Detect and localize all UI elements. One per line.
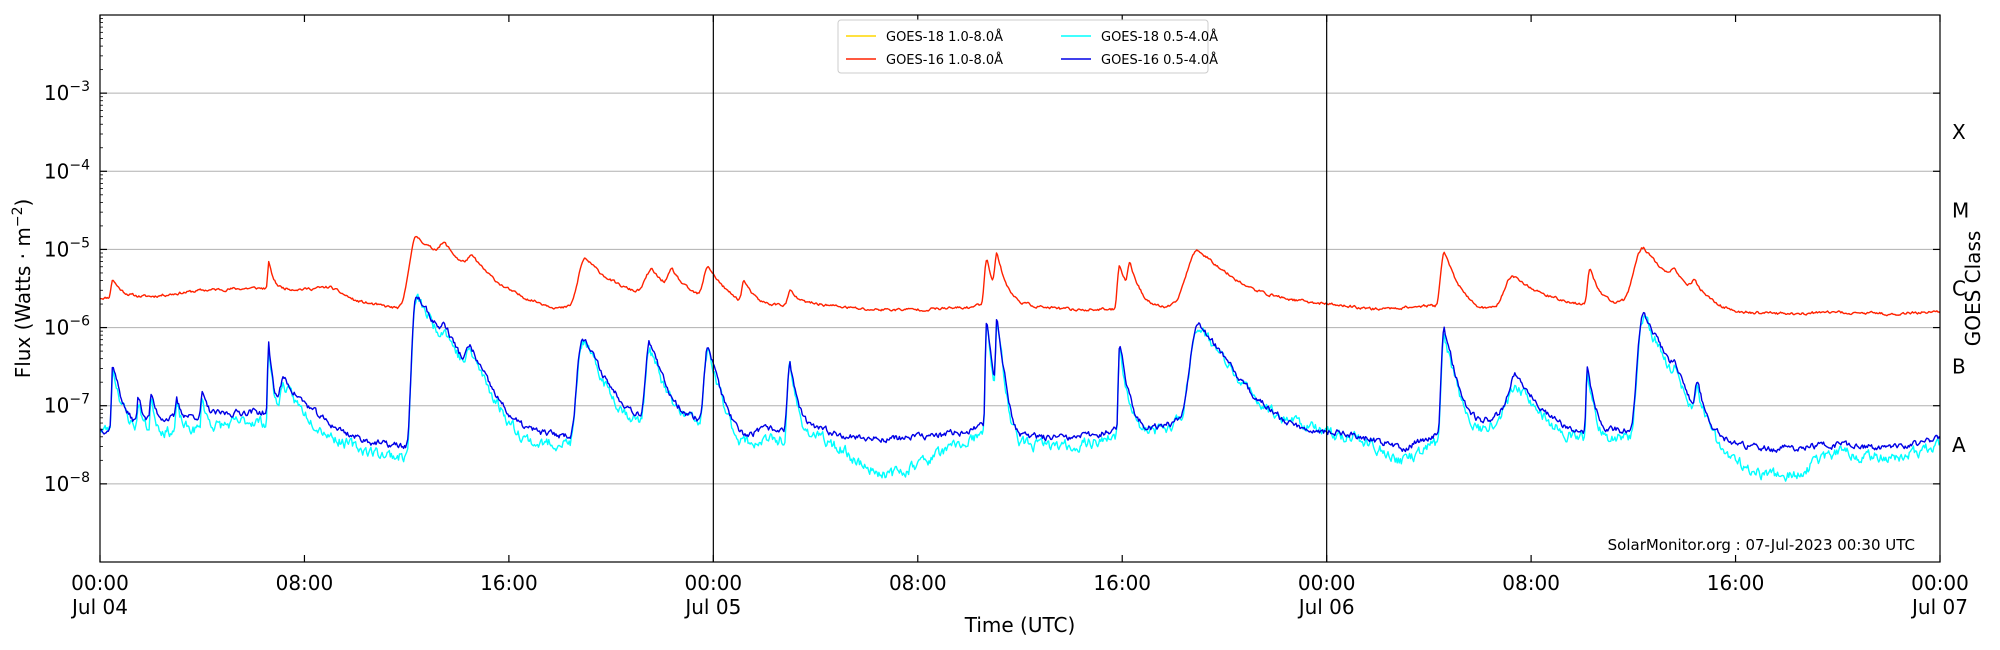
y-tick-exponent: −5 [69, 235, 90, 251]
x-tick-label-time: 16:00 [480, 571, 538, 595]
goes-class-labels: A B C M X [1952, 120, 1969, 457]
flux-series [99, 235, 1941, 482]
y-tick-base: 10 [44, 159, 69, 183]
y-tick-exponent: −7 [69, 392, 90, 408]
goes-class-a: A [1952, 433, 1966, 457]
y-axis-title-exponent: −2 [10, 207, 26, 228]
x-tick-label-time: 16:00 [1707, 571, 1765, 595]
legend-label: GOES-18 1.0-8.0Å [886, 29, 1003, 45]
y-tick-exponent: −4 [69, 157, 90, 173]
day-dividers [712, 15, 1328, 562]
credit-text: SolarMonitor.org : 07-Jul-2023 00:30 UTC [1608, 536, 1915, 554]
x-tick-label-time: 08:00 [276, 571, 334, 595]
y-tick-label: 10−5 [44, 235, 90, 261]
legend-label: GOES-16 1.0-8.0Å [886, 52, 1003, 68]
series-line-0 [99, 235, 1941, 317]
y-tick-base: 10 [44, 394, 69, 418]
y-tick-label: 10−3 [44, 79, 90, 105]
y-tick-base: 10 [44, 81, 69, 105]
x-tick-label-time: 08:00 [1502, 571, 1560, 595]
legend: GOES-18 1.0-8.0Å GOES-16 1.0-8.0Å GOES-18 … [837, 19, 1218, 74]
y-tick-label: 10−4 [44, 157, 90, 183]
y-tick-exponent: −3 [69, 79, 90, 95]
x-tick-label-time: 00:00 [71, 571, 129, 595]
x-tick-label-time: 08:00 [889, 571, 947, 595]
x-tick-label-time: 00:00 [1911, 571, 1969, 595]
x-tick-label-time: 00:00 [1298, 571, 1356, 595]
x-tick-label-time: 16:00 [1093, 571, 1151, 595]
y-axis-title: Flux (Watts · m−2) [10, 199, 35, 379]
x-axis-title: Time (UTC) [964, 613, 1076, 637]
goes-class-x: X [1952, 120, 1966, 144]
goes-class-axis-title: GOES Class [1961, 231, 1985, 347]
goes-class-c: C [1952, 277, 1966, 301]
grid-lines [100, 92, 1940, 485]
x-tick-label-date: Jul 04 [70, 595, 128, 619]
legend-box [837, 19, 1209, 74]
legend-label: GOES-18 0.5-4.0Å [1101, 29, 1218, 45]
y-tick-exponent: −6 [69, 314, 90, 330]
series-line-2 [99, 296, 1941, 453]
x-tick-label-date: Jul 05 [683, 595, 741, 619]
y-tick-exponent: −8 [69, 470, 90, 486]
y-tick-base: 10 [44, 237, 69, 261]
x-tick-label-date: Jul 06 [1297, 595, 1355, 619]
y-tick-base: 10 [44, 316, 69, 340]
legend-label: GOES-16 0.5-4.0Å [1101, 52, 1218, 68]
plot-frame [99, 14, 1941, 563]
series-line-1 [99, 293, 1941, 482]
goes-class-m: M [1952, 198, 1969, 222]
y-tick-label: 10−7 [44, 392, 90, 418]
x-tick-label-time: 00:00 [685, 571, 743, 595]
x-tick-label-date: Jul 07 [1910, 595, 1968, 619]
y-tick-label: 10−6 [44, 314, 90, 340]
goes-class-b: B [1952, 355, 1966, 379]
y-axis-title-suffix: ) [11, 199, 35, 207]
y-axis-title-main: Flux (Watts · m [11, 227, 35, 378]
y-tick-label: 10−8 [44, 470, 90, 496]
y-tick-base: 10 [44, 472, 69, 496]
